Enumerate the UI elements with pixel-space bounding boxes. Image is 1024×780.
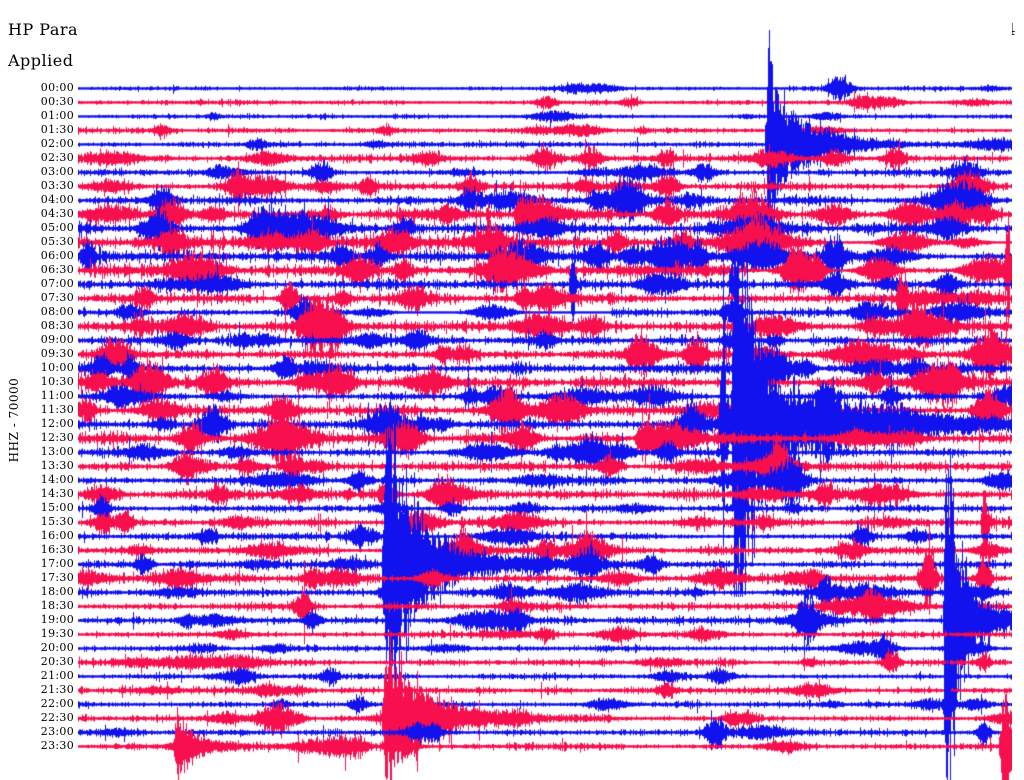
time-label: 19:30 [40, 627, 74, 640]
time-label: 23:00 [40, 725, 74, 738]
time-label: 00:30 [40, 95, 74, 108]
time-label: 17:00 [40, 557, 74, 570]
time-label: 13:30 [40, 459, 74, 472]
time-label: 00:00 [40, 81, 74, 94]
time-label: 09:00 [40, 333, 74, 346]
time-label: 12:00 [40, 417, 74, 430]
time-label: 02:00 [40, 137, 74, 150]
time-label: 10:00 [40, 361, 74, 374]
time-label: 18:00 [40, 585, 74, 598]
time-label: 19:00 [40, 613, 74, 626]
time-label: 23:30 [40, 739, 74, 752]
time-label: 01:00 [40, 109, 74, 122]
time-label: 08:00 [40, 305, 74, 318]
time-label: 03:30 [40, 179, 74, 192]
time-label: 14:00 [40, 473, 74, 486]
time-label: 22:30 [40, 711, 74, 724]
time-label: 15:00 [40, 501, 74, 514]
time-label: 16:00 [40, 529, 74, 542]
time-label: 01:30 [40, 123, 74, 136]
time-label: 02:30 [40, 151, 74, 164]
time-label: 21:00 [40, 669, 74, 682]
time-label: 11:30 [40, 403, 74, 416]
time-label: 05:00 [40, 221, 74, 234]
time-label: 11:00 [40, 389, 74, 402]
time-label: 07:30 [40, 291, 74, 304]
time-label: 22:00 [40, 697, 74, 710]
time-label: 20:00 [40, 641, 74, 654]
time-label: 06:00 [40, 249, 74, 262]
time-label: 13:00 [40, 445, 74, 458]
helicorder-traces [78, 0, 1012, 780]
time-label: 17:30 [40, 571, 74, 584]
time-axis: 00:00 00:30 01:00 01:30 02:00 02:30 03:00 03:30… [0, 0, 76, 780]
time-label: 04:30 [40, 207, 74, 220]
time-label: 05:30 [40, 235, 74, 248]
time-label: 21:30 [40, 683, 74, 696]
time-label: 20:30 [40, 655, 74, 668]
time-label: 06:30 [40, 263, 74, 276]
time-label: 15:30 [40, 515, 74, 528]
time-label: 10:30 [40, 375, 74, 388]
time-label: 18:30 [40, 599, 74, 612]
time-label: 14:30 [40, 487, 74, 500]
time-label: 16:30 [40, 543, 74, 556]
time-label: 04:00 [40, 193, 74, 206]
time-label: 09:30 [40, 347, 74, 360]
time-label: 08:30 [40, 319, 74, 332]
time-label: 07:00 [40, 277, 74, 290]
time-label: 12:30 [40, 431, 74, 444]
time-label: 03:00 [40, 165, 74, 178]
